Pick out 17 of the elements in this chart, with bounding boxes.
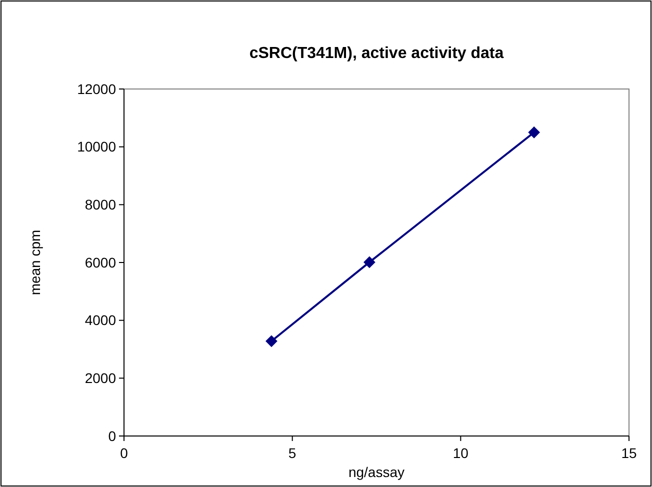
point <box>528 126 540 138</box>
x-tick-label: 15 <box>621 445 637 461</box>
point <box>266 335 278 348</box>
y-tick-label: 12000 <box>77 80 116 97</box>
y-tick-label: 6000 <box>84 254 116 270</box>
y-tick-label: 0 <box>108 428 116 444</box>
x-tick-label: 0 <box>120 445 128 461</box>
x-tick-label: 5 <box>288 445 296 461</box>
y-tick-label: 8000 <box>84 196 116 213</box>
x-tick-label: 10 <box>452 445 469 461</box>
y-tick-label: 10000 <box>77 138 116 155</box>
chart-title: cSRC(T341M), active activity data <box>249 45 504 62</box>
x-axis-title: ng/assay <box>348 464 405 480</box>
point <box>363 256 376 268</box>
y-tick-label: 4000 <box>84 312 116 328</box>
y-tick-label: 2000 <box>84 370 116 386</box>
y-axis-title: mean cpm <box>27 230 43 296</box>
